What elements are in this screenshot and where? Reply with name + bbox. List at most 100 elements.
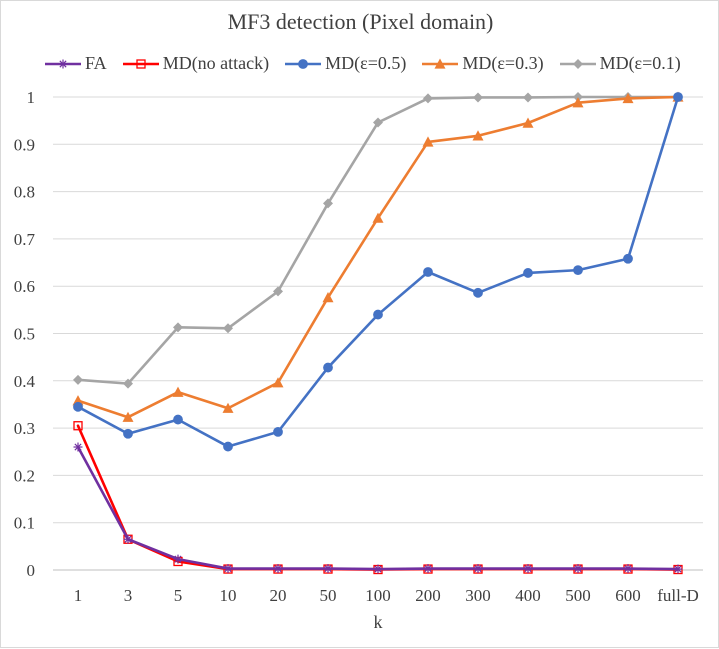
legend-swatch-md-eps-0-3: [422, 58, 459, 69]
data-point: [473, 564, 483, 574]
data-point: [622, 92, 634, 104]
legend: FA MD(no attack) MD(ε=0.5) MD(ε=0.3) MD(…: [43, 53, 681, 74]
data-point: [222, 402, 234, 413]
series-1: [73, 421, 683, 575]
data-point: [273, 286, 283, 297]
x-tick-label: 20: [270, 586, 287, 605]
legend-item-md-eps-0-5: MD(ε=0.5): [283, 53, 406, 74]
data-point: [173, 414, 183, 425]
data-point: [272, 377, 284, 388]
legend-swatch-md-eps-0-1: [559, 58, 596, 69]
data-point: [373, 309, 383, 320]
x-tick-label: 50: [320, 586, 337, 605]
data-point: [73, 401, 83, 412]
data-point: [73, 442, 83, 452]
x-tick-label: 100: [365, 586, 391, 605]
x-tick-label: 200: [415, 586, 441, 605]
data-point: [572, 97, 584, 108]
data-point: [323, 564, 333, 574]
data-point: [123, 378, 133, 389]
x-axis-title: k: [374, 612, 383, 632]
x-tick-label: 1: [74, 586, 83, 605]
series-2: [73, 92, 683, 452]
data-point: [573, 265, 583, 276]
data-point: [122, 411, 134, 422]
data-point: [472, 130, 484, 141]
data-point: [673, 564, 683, 574]
legend-marker: [298, 58, 309, 69]
legend-swatch-md-no-attack: [122, 58, 159, 69]
data-point: [522, 117, 534, 128]
x-axis: 1 3 5 10 20 50 100 200 300 400 500 600 full-D k: [53, 569, 703, 632]
legend-item-md-eps-0-3: MD(ε=0.3): [420, 53, 544, 74]
data-point: [323, 198, 333, 209]
y-tick-label: 0.9: [14, 135, 35, 154]
data-point: [573, 92, 583, 102]
legend-item-md-eps-0-1: MD(ε=0.1): [558, 53, 681, 74]
data-point: [523, 92, 533, 103]
data-point: [223, 441, 233, 452]
y-axis: 0 0.1 0.2 0.3 0.4 0.5 0.6 0.7 0.8 0.9 1: [14, 88, 36, 580]
data-point: [473, 92, 483, 103]
legend-marker: [136, 58, 146, 69]
data-point: [273, 564, 283, 574]
data-point: [172, 386, 184, 397]
data-point: [423, 267, 433, 277]
series-line: [76, 445, 680, 571]
y-tick-label: 0.8: [14, 183, 35, 202]
series-line: [76, 95, 680, 385]
series-line: [76, 95, 680, 419]
data-point: [323, 362, 333, 373]
legend-swatch-fa: [45, 59, 81, 68]
y-tick-label: 0.4: [14, 372, 36, 391]
legend-label-md-eps-0-1: MD(ε=0.1): [599, 53, 681, 73]
y-tick-label: 0.7: [14, 230, 36, 249]
y-tick-label: 0: [27, 561, 36, 580]
chart-title: MF3 detection (Pixel domain): [227, 9, 494, 34]
data-point: [273, 426, 283, 437]
data-point: [523, 564, 533, 574]
data-point: [473, 287, 483, 298]
data-point: [373, 117, 383, 128]
data-point: [523, 268, 533, 278]
data-point: [223, 323, 233, 334]
legend-label-md-eps-0-5: MD(ε=0.5): [325, 53, 407, 73]
legend-label-md-no-attack: MD(no attack): [162, 53, 270, 73]
data-point: [173, 322, 183, 333]
legend-marker: [58, 59, 68, 68]
data-point: [423, 564, 433, 574]
data-point: [73, 421, 83, 431]
y-tick-label: 0.5: [14, 325, 35, 344]
y-tick-label: 1: [27, 88, 36, 107]
x-tick-label: full-D: [657, 586, 699, 605]
x-tick-label: 3: [124, 586, 133, 605]
legend-marker: [434, 58, 446, 69]
y-tick-label: 0.1: [14, 514, 35, 533]
data-point: [623, 253, 633, 264]
data-point: [423, 93, 433, 104]
x-tick-label: 10: [220, 586, 237, 605]
x-tick-label: 5: [174, 586, 183, 605]
series-line: [76, 95, 680, 448]
x-tick-label: 400: [515, 586, 541, 605]
x-tick-label: 500: [565, 586, 591, 605]
legend-item-md-no-attack: MD(no attack): [121, 53, 269, 74]
data-point: [322, 292, 334, 303]
y-tick-label: 0.6: [14, 277, 35, 296]
data-point: [223, 564, 233, 574]
gridlines: [53, 96, 703, 524]
legend-swatch-md-eps-0-5: [285, 58, 322, 69]
legend-item-fa: FA: [43, 53, 107, 74]
data-point: [173, 554, 183, 564]
y-tick-label: 0.2: [14, 466, 35, 485]
data-point: [372, 212, 384, 223]
data-point: [73, 374, 83, 385]
data-point: [573, 564, 583, 574]
data-point: [422, 136, 434, 147]
y-tick-label: 0.3: [14, 419, 35, 438]
data-point: [373, 564, 383, 574]
data-point: [623, 564, 633, 574]
legend-label-fa: FA: [85, 53, 107, 73]
